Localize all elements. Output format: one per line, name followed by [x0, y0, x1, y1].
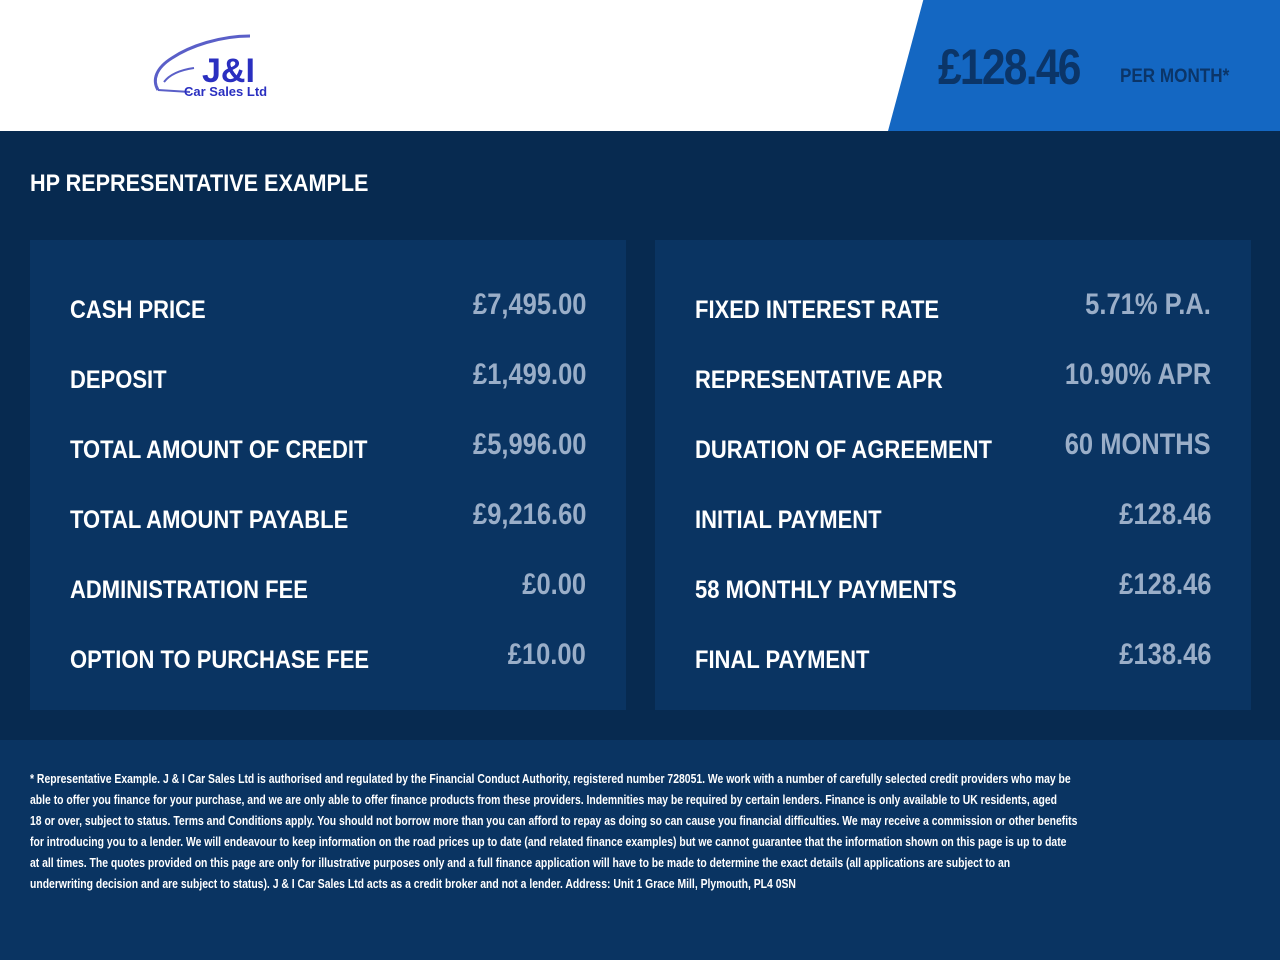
disclaimer-line: at all times. The quotes provided on thi…: [30, 855, 1011, 870]
finance-label: OPTION TO PURCHASE FEE: [70, 646, 370, 674]
finance-row: 58 MONTHLY PAYMENTS £128.46: [695, 568, 1211, 608]
finance-label: TOTAL AMOUNT OF CREDIT: [70, 436, 368, 464]
finance-label: FINAL PAYMENT: [695, 646, 870, 674]
section-title: HP REPRESENTATIVE EXAMPLE: [30, 170, 369, 197]
finance-value: £7,495.00: [472, 288, 586, 321]
finance-row: FIXED INTEREST RATE 5.71% P.A.: [695, 288, 1211, 328]
car-outline-icon: J&I Car Sales Ltd: [153, 34, 267, 99]
finance-row: REPRESENTATIVE APR 10.90% APR: [695, 358, 1211, 398]
finance-value: £10.00: [507, 638, 586, 671]
svg-text:Car Sales Ltd: Car Sales Ltd: [184, 84, 267, 99]
finance-row: TOTAL AMOUNT PAYABLE £9,216.60: [70, 498, 586, 538]
finance-row: CASH PRICE £7,495.00: [70, 288, 586, 328]
finance-panel-left: CASH PRICE £7,495.00 DEPOSIT £1,499.00 TOTAL…: [30, 240, 626, 710]
finance-label: FIXED INTEREST RATE: [695, 296, 940, 324]
disclaimer-line: for introducing you to a lender. We will…: [30, 834, 1067, 849]
finance-row: OPTION TO PURCHASE FEE £10.00: [70, 638, 586, 678]
finance-row: TOTAL AMOUNT OF CREDIT £5,996.00: [70, 428, 586, 468]
finance-label: ADMINISTRATION FEE: [70, 576, 308, 604]
finance-row: INITIAL PAYMENT £128.46: [695, 498, 1211, 538]
finance-row: ADMINISTRATION FEE £0.00: [70, 568, 586, 608]
finance-row: DEPOSIT £1,499.00: [70, 358, 586, 398]
per-month-label: PER MONTH*: [1120, 66, 1230, 87]
monthly-price: £128.46: [938, 39, 1081, 95]
company-logo[interactable]: J&I Car Sales Ltd: [150, 30, 290, 100]
finance-row: FINAL PAYMENT £138.46: [695, 638, 1211, 678]
finance-label: DEPOSIT: [70, 366, 167, 394]
finance-panel-right: FIXED INTEREST RATE 5.71% P.A. REPRESENTAT…: [655, 240, 1251, 710]
finance-value: £138.46: [1118, 638, 1211, 671]
monthly-price-banner: [888, 0, 1280, 131]
disclaimer-line: underwriting decision and are subject to…: [30, 876, 796, 891]
finance-value: £128.46: [1118, 568, 1211, 601]
disclaimer: * Representative Example. J & I Car Sale…: [0, 740, 1280, 960]
finance-value: £128.46: [1118, 498, 1211, 531]
disclaimer-line: * Representative Example. J & I Car Sale…: [30, 771, 1071, 786]
finance-value: £1,499.00: [472, 358, 586, 391]
finance-value: £0.00: [522, 568, 586, 601]
finance-value: £9,216.60: [472, 498, 586, 531]
finance-label: REPRESENTATIVE APR: [695, 366, 943, 394]
svg-text:J&I: J&I: [202, 52, 255, 90]
finance-value: 60 MONTHS: [1065, 428, 1211, 461]
disclaimer-line: 18 or over, subject to status. Terms and…: [30, 813, 1078, 828]
finance-value: £5,996.00: [472, 428, 586, 461]
finance-label: INITIAL PAYMENT: [695, 506, 882, 534]
finance-value: 5.71% P.A.: [1085, 288, 1211, 321]
finance-row: DURATION OF AGREEMENT 60 MONTHS: [695, 428, 1211, 468]
disclaimer-line: able to offer you finance for your purch…: [30, 792, 1057, 807]
finance-label: TOTAL AMOUNT PAYABLE: [70, 506, 349, 534]
finance-value: 10.90% APR: [1064, 358, 1211, 391]
finance-label: CASH PRICE: [70, 296, 206, 324]
finance-label: DURATION OF AGREEMENT: [695, 436, 992, 464]
finance-label: 58 MONTHLY PAYMENTS: [695, 576, 957, 604]
